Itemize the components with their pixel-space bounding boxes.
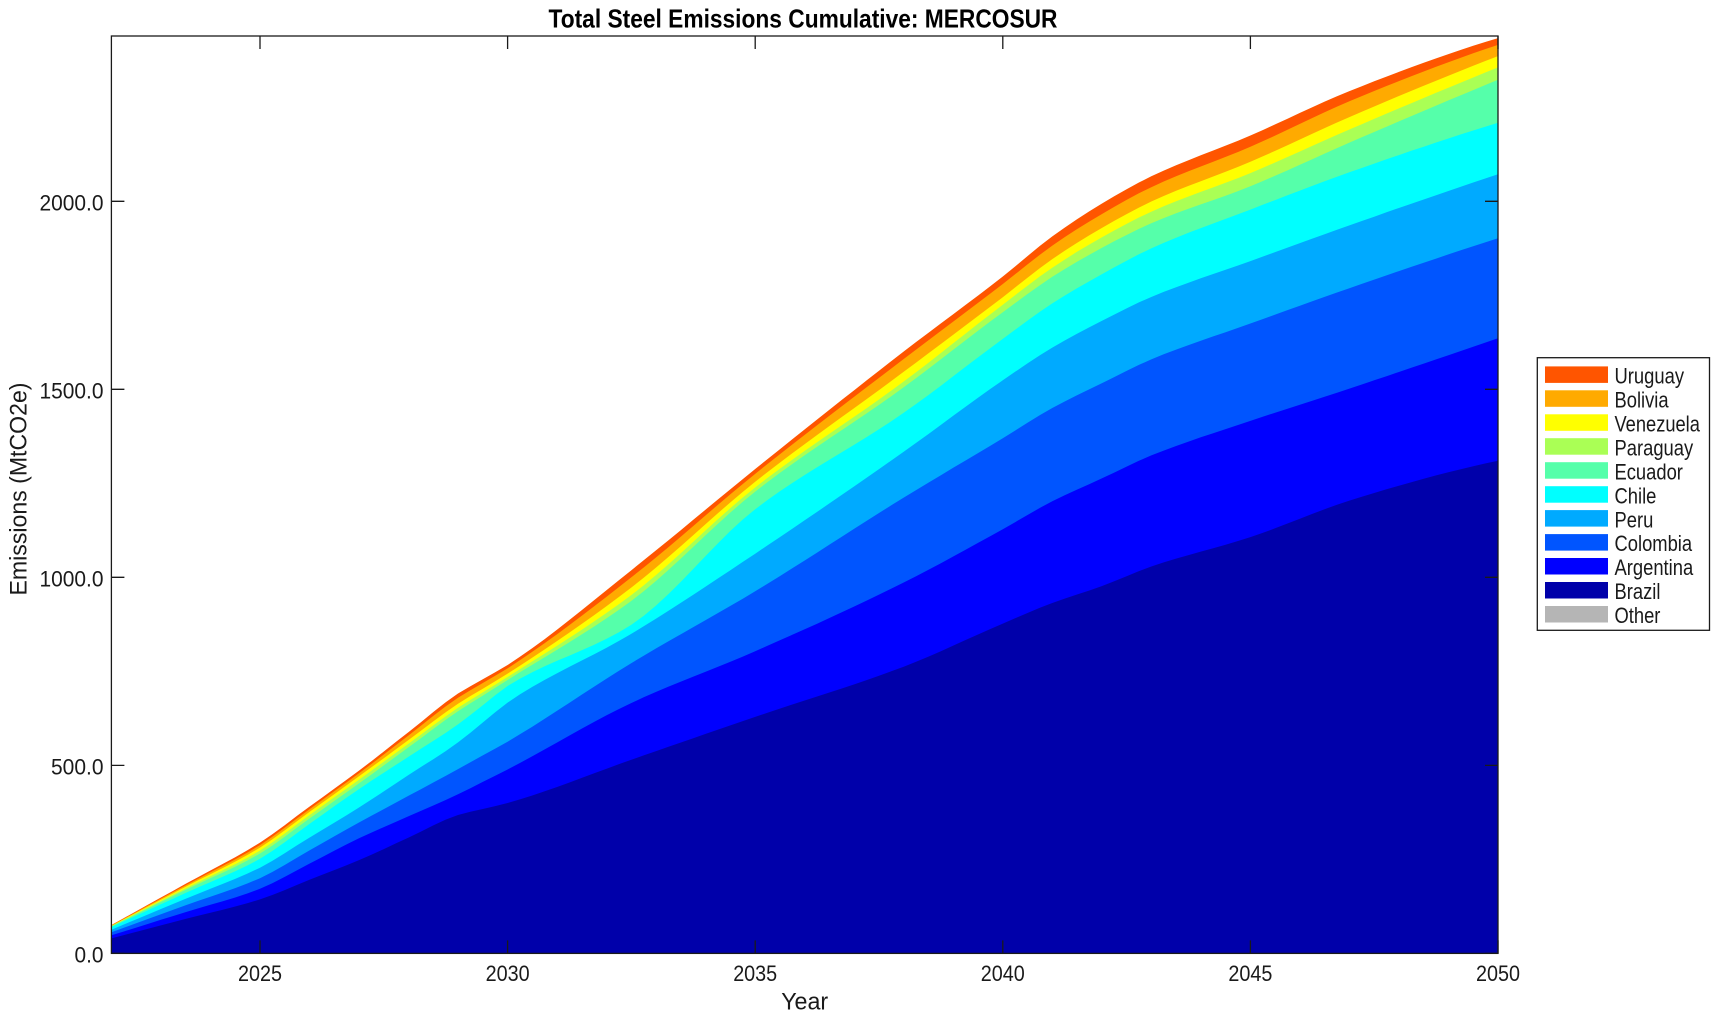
svg-text:Chile: Chile: [1615, 483, 1657, 508]
svg-text:Year: Year: [781, 990, 828, 1016]
svg-text:2035: 2035: [733, 961, 777, 986]
svg-text:500.0: 500.0: [51, 755, 104, 780]
svg-text:Uruguay: Uruguay: [1615, 364, 1685, 389]
svg-text:1000.0: 1000.0: [40, 567, 104, 592]
svg-text:Total Steel Emissions Cumulati: Total Steel Emissions Cumulative: MERCOS…: [549, 4, 1058, 34]
svg-text:Venezuela: Venezuela: [1615, 411, 1701, 436]
svg-text:2045: 2045: [1228, 961, 1272, 986]
svg-text:2050: 2050: [1476, 961, 1520, 986]
svg-text:Emissions (MtCO2e): Emissions (MtCO2e): [6, 383, 32, 596]
svg-text:Argentina: Argentina: [1615, 555, 1694, 580]
svg-text:0.0: 0.0: [75, 943, 104, 968]
svg-text:Other: Other: [1615, 603, 1661, 628]
svg-text:Bolivia: Bolivia: [1615, 388, 1670, 413]
svg-text:Ecuador: Ecuador: [1615, 459, 1683, 484]
svg-text:Colombia: Colombia: [1615, 531, 1693, 556]
svg-text:2000.0: 2000.0: [40, 191, 104, 216]
svg-text:2040: 2040: [981, 961, 1025, 986]
svg-text:Brazil: Brazil: [1615, 579, 1661, 604]
svg-text:Paraguay: Paraguay: [1615, 435, 1694, 460]
svg-text:Peru: Peru: [1615, 507, 1654, 532]
svg-text:2025: 2025: [238, 961, 282, 986]
svg-text:1500.0: 1500.0: [40, 379, 104, 404]
svg-text:2030: 2030: [486, 961, 530, 986]
